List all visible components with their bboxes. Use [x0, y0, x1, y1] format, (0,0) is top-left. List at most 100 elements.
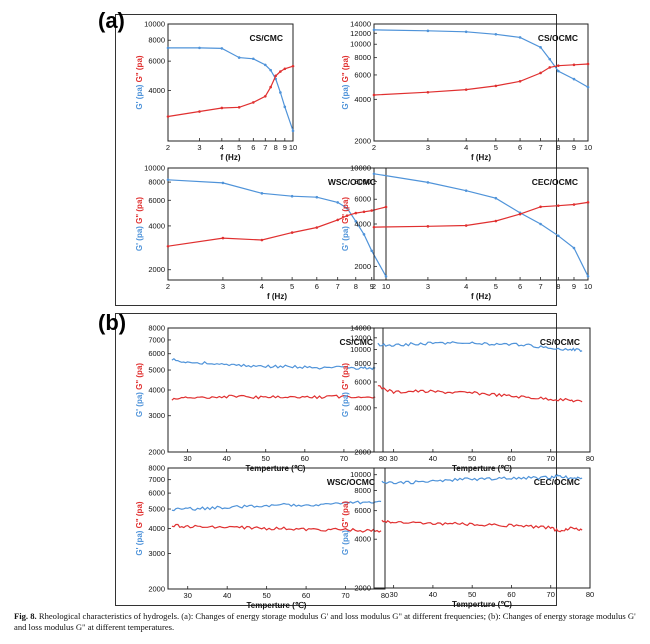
x-tick-label: 60 — [507, 454, 515, 463]
data-point-loss — [494, 84, 498, 88]
y-tick-label: 7000 — [148, 335, 165, 344]
x-tick-label: 4 — [220, 143, 224, 152]
data-point-loss — [237, 105, 241, 109]
series-line-storage — [373, 173, 589, 277]
data-point-storage — [494, 32, 498, 36]
y-tick-label: 4000 — [148, 524, 165, 533]
chart-title: WSC/OCMC — [327, 477, 375, 487]
y-tick-label: 8000 — [354, 53, 371, 62]
y-tick-label: 4000 — [148, 386, 165, 395]
y-tick-label: 2000 — [354, 584, 371, 593]
y-tick-label: 8000 — [148, 36, 165, 45]
data-point-storage — [166, 178, 170, 182]
y-axis-title: G' (pa) G" (pa) — [135, 197, 144, 251]
chart-title: CEC/OCMC — [532, 177, 578, 187]
y-axis-title-storage: G' (pa) — [341, 390, 350, 417]
x-tick-label: 80 — [381, 591, 389, 600]
x-tick-label: 50 — [468, 454, 476, 463]
y-axis-title-loss: G" (pa) — [341, 363, 350, 390]
data-point-storage — [494, 196, 498, 200]
x-tick-label: 40 — [223, 591, 231, 600]
data-point-loss — [354, 211, 358, 215]
series-line-storage — [377, 341, 583, 353]
x-tick-label: 8 — [556, 282, 560, 291]
y-tick-label: 4000 — [148, 221, 165, 230]
plot-frame — [167, 23, 294, 142]
y-axis-title-loss: G" (pa) — [135, 501, 144, 528]
x-tick-label: 8 — [556, 143, 560, 152]
data-point-storage — [518, 36, 522, 39]
x-tick-label: 9 — [572, 282, 576, 291]
x-tick-label: 3 — [197, 143, 201, 152]
y-tick-label: 8000 — [148, 324, 165, 333]
x-tick-label: 70 — [340, 454, 348, 463]
y-tick-label: 10000 — [350, 164, 371, 173]
data-point-loss — [220, 106, 224, 110]
data-point-storage — [221, 181, 225, 185]
data-point-loss — [372, 225, 376, 229]
x-tick-label: 70 — [341, 591, 349, 600]
data-point-loss — [166, 115, 170, 118]
data-point-storage — [336, 201, 339, 204]
x-tick-label: 2 — [372, 282, 376, 291]
y-axis-title: G' (pa) G" (pa) — [341, 363, 350, 417]
x-tick-label: 2 — [166, 143, 170, 152]
data-point-storage — [548, 57, 552, 61]
data-point-loss — [291, 64, 295, 68]
x-tick-label: 3 — [221, 282, 225, 291]
x-tick-label: 6 — [251, 143, 255, 152]
x-tick-label: 60 — [507, 590, 515, 599]
chart-4: 2 3 4 5 6 7 8 9 10 2000 4000 6000 8000 10000 f (Hz) G' … — [341, 164, 592, 302]
data-point-storage — [290, 194, 294, 198]
x-axis-title: f (Hz) — [471, 153, 491, 162]
x-tick-label: 8 — [354, 282, 358, 291]
data-point-loss — [426, 90, 430, 94]
y-tick-label: 4000 — [354, 403, 371, 412]
data-point-loss — [539, 71, 542, 75]
x-tick-label: 4 — [260, 282, 264, 291]
data-point-loss — [518, 212, 522, 216]
panel-b-label: (b) — [98, 310, 127, 335]
data-point-loss — [260, 238, 264, 242]
data-point-storage — [426, 181, 430, 184]
data-point-loss — [518, 79, 522, 83]
data-point-storage — [572, 246, 576, 250]
y-tick-label: 7000 — [148, 475, 165, 484]
panel-b-frame — [115, 313, 557, 606]
y-tick-label: 3000 — [148, 549, 165, 558]
y-axis-title-loss: G" (pa) — [341, 501, 350, 528]
y-tick-label: 8000 — [354, 177, 371, 186]
data-point-storage — [557, 234, 560, 238]
data-point-storage — [372, 28, 376, 32]
data-point-loss — [426, 225, 430, 228]
y-tick-label: 6000 — [354, 195, 371, 204]
data-point-storage — [237, 56, 241, 59]
x-tick-label: 30 — [389, 590, 397, 599]
x-axis-title: f (Hz) — [471, 292, 491, 301]
data-point-storage — [426, 29, 430, 33]
y-tick-label: 6000 — [148, 489, 165, 498]
x-tick-label: 5 — [494, 143, 498, 152]
y-tick-label: 6000 — [354, 377, 371, 386]
data-point-storage — [279, 91, 282, 94]
data-point-storage — [269, 68, 272, 72]
data-point-storage — [220, 47, 224, 50]
x-axis-title: f (Hz) — [267, 292, 287, 301]
data-point-loss — [221, 236, 225, 240]
panel-a-frame — [115, 14, 557, 306]
plot-frame — [373, 23, 589, 142]
data-point-storage — [283, 105, 287, 109]
data-point-storage — [291, 129, 295, 133]
data-point-loss — [283, 67, 287, 71]
data-point-loss — [572, 203, 576, 206]
series-line-loss — [373, 63, 589, 96]
y-axis-title-storage: G' (pa) — [135, 224, 144, 251]
chart-title: CS/OCMC — [540, 337, 580, 347]
y-axis-title-loss: G" (pa) — [135, 55, 144, 82]
x-tick-label: 6 — [518, 143, 522, 152]
y-tick-label: 10000 — [144, 164, 165, 173]
x-tick-label: 3 — [426, 143, 430, 152]
data-point-loss — [372, 93, 376, 97]
y-tick-label: 10000 — [144, 20, 165, 29]
x-tick-label: 5 — [290, 282, 294, 291]
